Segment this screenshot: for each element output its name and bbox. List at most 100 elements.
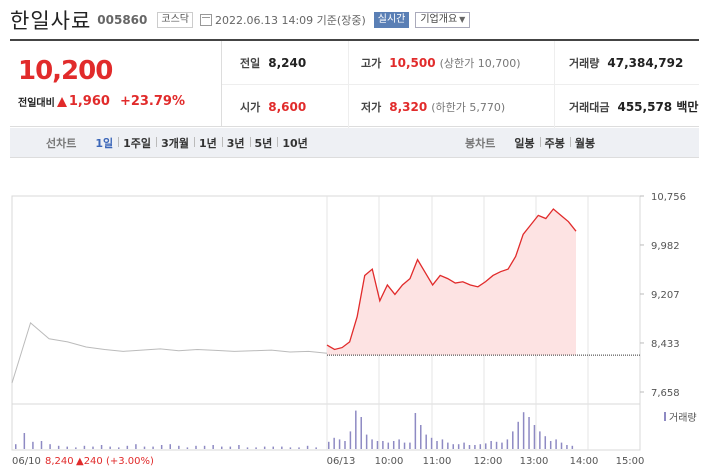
tab-1w[interactable]: 1주일 (118, 135, 156, 151)
price-area (327, 209, 576, 356)
volume-bar (118, 447, 120, 449)
volume-bar (221, 446, 223, 449)
volume-bar (203, 445, 206, 449)
market-badge: 코스닥 (157, 12, 193, 28)
change-percent: +23.79% (119, 94, 185, 109)
volume-bar (355, 410, 357, 449)
lower-limit: (하한가 5,770) (431, 100, 506, 114)
volume-bar (255, 447, 257, 449)
low-value: 8,320 (389, 99, 428, 114)
high-label: 고가 (361, 56, 382, 70)
high-cell: 고가 10,500 (상한가 10,700) (348, 41, 521, 84)
volume-bar (152, 446, 154, 449)
volume-bar (392, 441, 395, 449)
y-tick-label: 7,658 (651, 388, 680, 399)
volume-bar (403, 442, 406, 449)
volume-bar (468, 445, 471, 449)
volume-bar (344, 441, 346, 449)
volume-bar (40, 441, 43, 449)
tab-3y[interactable]: 3년 (221, 135, 250, 151)
tab-weekly[interactable]: 주봉 (539, 135, 570, 151)
volume-bar (15, 444, 17, 449)
volume-bar (66, 446, 68, 449)
volume-bar (143, 446, 146, 449)
x-tick-label: 10:00 (375, 456, 404, 467)
volume-bar (281, 446, 283, 449)
volume-bar (490, 441, 492, 449)
volume-bar (436, 441, 438, 449)
volume-panel-frame (11, 403, 641, 451)
volume-bar (425, 434, 427, 449)
volume-bar (83, 445, 86, 449)
line-chart-tabs: 선차트 1일 1주일 3개월 1년 3년 5년 10년 (46, 128, 313, 158)
volume-bar (382, 441, 384, 449)
quote-row: 전일 8,240 고가 10,500 (상한가 10,700) 거래량 47,3… (222, 41, 699, 84)
today-line (326, 208, 577, 351)
candle-chart-label: 봉차트 (465, 137, 496, 150)
corp-info-dropdown[interactable]: 기업개요 ▼ (415, 12, 471, 28)
volume-bar (349, 431, 352, 449)
volume-bar (560, 442, 563, 449)
volume-bar (566, 445, 568, 449)
volume-bar (571, 445, 574, 449)
volume-bar (100, 445, 103, 449)
prev-close-value: 8,240 (268, 55, 307, 70)
tab-daily[interactable]: 일봉 (514, 137, 535, 150)
prev-close-cell: 전일 8,240 (240, 41, 306, 84)
y-tick-label: 9,982 (651, 241, 680, 252)
volume-bar (495, 441, 498, 449)
up-arrow-icon (56, 96, 67, 107)
volume-bar (430, 437, 433, 449)
open-value: 8,600 (268, 99, 307, 114)
volume-cell: 거래량 47,384,792 (554, 41, 683, 84)
volume-bar (506, 439, 509, 449)
candle-chart-tabs: 봉차트 일봉 주봉 월봉 (465, 128, 600, 158)
realtime-button[interactable]: 실시간 (373, 12, 410, 28)
timestamp: 2022.06.13 14:09 기준(장중) (215, 14, 366, 27)
volume-bar (452, 444, 454, 449)
y-tick-label: 9,207 (651, 290, 680, 301)
tab-1y[interactable]: 1년 (193, 135, 222, 151)
x-tick-label: 13:00 (520, 456, 549, 467)
volume-bar (238, 445, 240, 449)
volume-bar (92, 446, 94, 449)
volume-bar (57, 445, 60, 449)
volume-label: 거래량 (569, 56, 600, 70)
tab-10y[interactable]: 10년 (277, 135, 312, 151)
volume-bar (126, 445, 129, 449)
volume-bar (186, 447, 189, 449)
high-value: 10,500 (389, 55, 436, 70)
amount-value: 455,578 백만 (617, 100, 699, 114)
volume-bar (315, 447, 317, 449)
volume-bar (479, 444, 482, 449)
intraday-chart: 10,756 9,982 9,207 8,433 7,658 06/13 10:00 11:… (11, 192, 697, 467)
volume-bar (328, 441, 330, 449)
volume-bar (463, 442, 465, 449)
open-label: 시가 (240, 100, 261, 114)
volume-bar (229, 446, 232, 449)
quote-row: 시가 8,600 저가 8,320 (하한가 5,770) 거래대금 455,5… (222, 84, 699, 128)
prev-day-close: 8,240 (45, 456, 74, 467)
quote-details: 전일 8,240 고가 10,500 (상한가 10,700) 거래량 47,3… (222, 41, 699, 128)
x-tick-label: 14:00 (570, 456, 599, 467)
corp-info-label: 기업개요 (420, 14, 458, 25)
volume-bar (414, 413, 417, 449)
amount-cell: 거래대금 455,578 백만 (554, 85, 698, 128)
header-divider (10, 39, 699, 41)
volume-bar (169, 444, 171, 449)
volume-bar (387, 442, 390, 449)
volume-bar (289, 447, 292, 449)
volume-bar (195, 445, 197, 449)
volume-bar (49, 444, 51, 449)
tab-5y[interactable]: 5년 (249, 135, 278, 151)
x-tick-label: 06/13 (327, 456, 356, 467)
change-row: 전일대비 1,960 +23.79% (18, 94, 185, 109)
low-label: 저가 (361, 100, 382, 114)
tab-1d[interactable]: 1일 (95, 137, 114, 150)
volume-bar (522, 412, 525, 449)
volume-bar (420, 425, 422, 449)
volume-bar (517, 421, 519, 449)
volume-bar (178, 445, 180, 449)
tab-3m[interactable]: 3개월 (156, 135, 194, 151)
tab-monthly[interactable]: 월봉 (569, 135, 600, 151)
